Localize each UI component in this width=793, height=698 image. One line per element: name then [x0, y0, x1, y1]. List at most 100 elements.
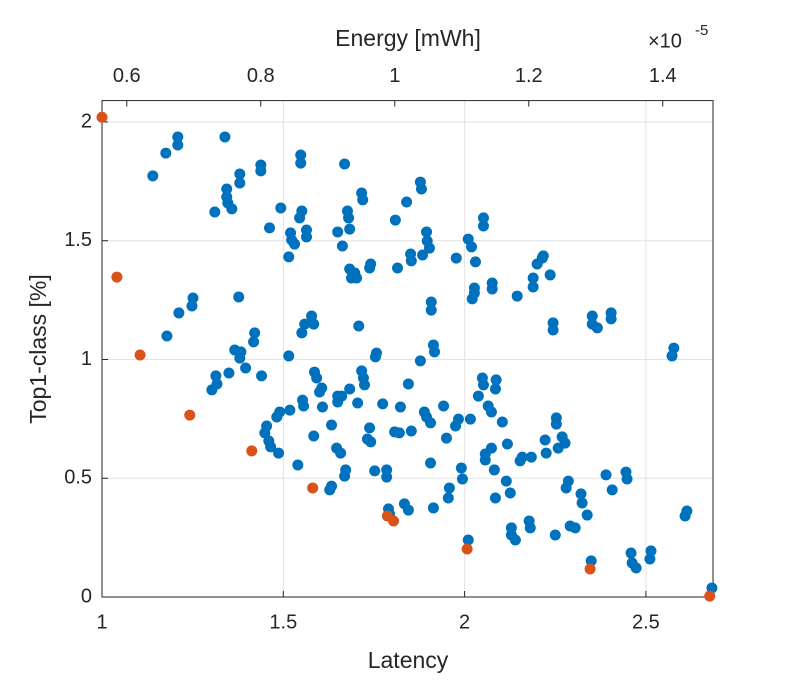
scatter-point	[402, 378, 414, 390]
scatter-point	[256, 370, 268, 382]
scatter-point	[173, 307, 185, 319]
scatter-point	[172, 131, 184, 143]
scatter-point	[591, 322, 603, 334]
scatter-point	[326, 419, 338, 431]
scatter-point	[489, 383, 501, 395]
scatter-point	[524, 522, 536, 534]
scatter-point	[187, 292, 199, 304]
scatter-point	[344, 223, 356, 235]
scatter-point	[509, 534, 521, 546]
scatter-point	[283, 251, 295, 263]
scatter-point	[388, 515, 400, 527]
plot-area	[102, 100, 713, 597]
scatter-point	[421, 226, 433, 238]
scatter-point	[525, 451, 537, 463]
scatter-point	[468, 282, 480, 294]
x-axis-label: Latency	[368, 647, 449, 673]
scatter-point	[600, 469, 612, 481]
x2-multiplier: ×10	[648, 30, 682, 52]
scatter-point	[339, 158, 351, 170]
scatter-point	[370, 347, 382, 359]
scatter-point	[486, 277, 498, 289]
scatter-point	[477, 220, 489, 232]
scatter-point	[427, 502, 439, 514]
scatter-point	[111, 271, 123, 283]
scatter-point	[96, 111, 108, 123]
scatter-point	[335, 447, 347, 459]
scatter-point	[485, 406, 497, 418]
scatter-point	[405, 248, 417, 260]
scatter-point	[477, 379, 489, 391]
scatter-point	[233, 291, 245, 303]
y-tick-label: 2	[81, 110, 92, 132]
scatter-point	[575, 488, 587, 500]
scatter-point	[299, 318, 311, 330]
scatter-point	[295, 157, 307, 169]
scatter-point	[438, 400, 450, 412]
scatter-point	[527, 272, 539, 284]
scatter-point	[405, 425, 417, 437]
scatter-point	[248, 336, 260, 348]
scatter-point	[339, 470, 351, 482]
scatter-point	[359, 379, 371, 391]
x-tick-label: 1.5	[269, 611, 297, 633]
scatter-point	[472, 390, 484, 402]
scatter-point	[172, 139, 184, 151]
scatter-point	[301, 231, 313, 243]
scatter-point	[234, 168, 246, 180]
scatter-point	[392, 262, 404, 274]
scatter-point	[275, 202, 287, 214]
scatter-point	[429, 346, 441, 358]
scatter-point	[469, 256, 481, 268]
scatter-point	[219, 131, 231, 143]
y-tick-label: 0.5	[64, 467, 92, 489]
scatter-point	[414, 355, 426, 367]
y-tick-label: 1	[81, 348, 92, 370]
scatter-point	[461, 543, 473, 555]
scatter-point	[440, 432, 452, 444]
scatter-point	[442, 492, 454, 504]
scatter-point	[344, 383, 356, 395]
scatter-point	[490, 374, 502, 386]
scatter-point	[625, 547, 637, 559]
scatter-point	[681, 505, 693, 517]
axes-box	[101, 100, 714, 598]
scatter-point	[274, 406, 286, 418]
scatter-point	[425, 296, 437, 308]
scatter-point	[425, 304, 437, 316]
scatter-point	[537, 250, 549, 262]
scatter-point	[456, 473, 468, 485]
scatter-point	[645, 545, 657, 557]
scatter-point	[264, 222, 276, 234]
scatter-point	[273, 447, 285, 459]
scatter-point	[500, 475, 512, 487]
y-tick-label: 1.5	[64, 229, 92, 251]
scatter-point	[292, 459, 304, 471]
scatter-point	[394, 401, 406, 413]
scatter-point	[284, 404, 296, 416]
scatter-point	[369, 465, 381, 477]
scatter-point	[630, 562, 642, 574]
scatter-point	[265, 441, 277, 453]
scatter-point	[477, 212, 489, 224]
scatter-point	[443, 482, 455, 494]
scatter-point	[425, 417, 437, 429]
scatter-point	[161, 330, 173, 342]
scatter-point	[552, 442, 564, 454]
scatter-point	[562, 475, 574, 487]
y-tick-label: 0	[81, 585, 92, 607]
scatter-point	[581, 509, 593, 521]
scatter-point	[425, 457, 437, 469]
scatter-point	[668, 342, 680, 354]
scatter-point	[261, 420, 273, 432]
scatter-point	[249, 327, 261, 339]
scatter-point	[466, 241, 478, 253]
scatter-point	[147, 170, 159, 182]
scatter-point	[186, 300, 198, 312]
x2-tick-label: 1.4	[649, 65, 677, 87]
scatter-point	[393, 427, 405, 439]
scatter-point	[377, 398, 389, 410]
scatter-point	[549, 529, 561, 541]
x2-tick-label: 0.8	[247, 65, 275, 87]
